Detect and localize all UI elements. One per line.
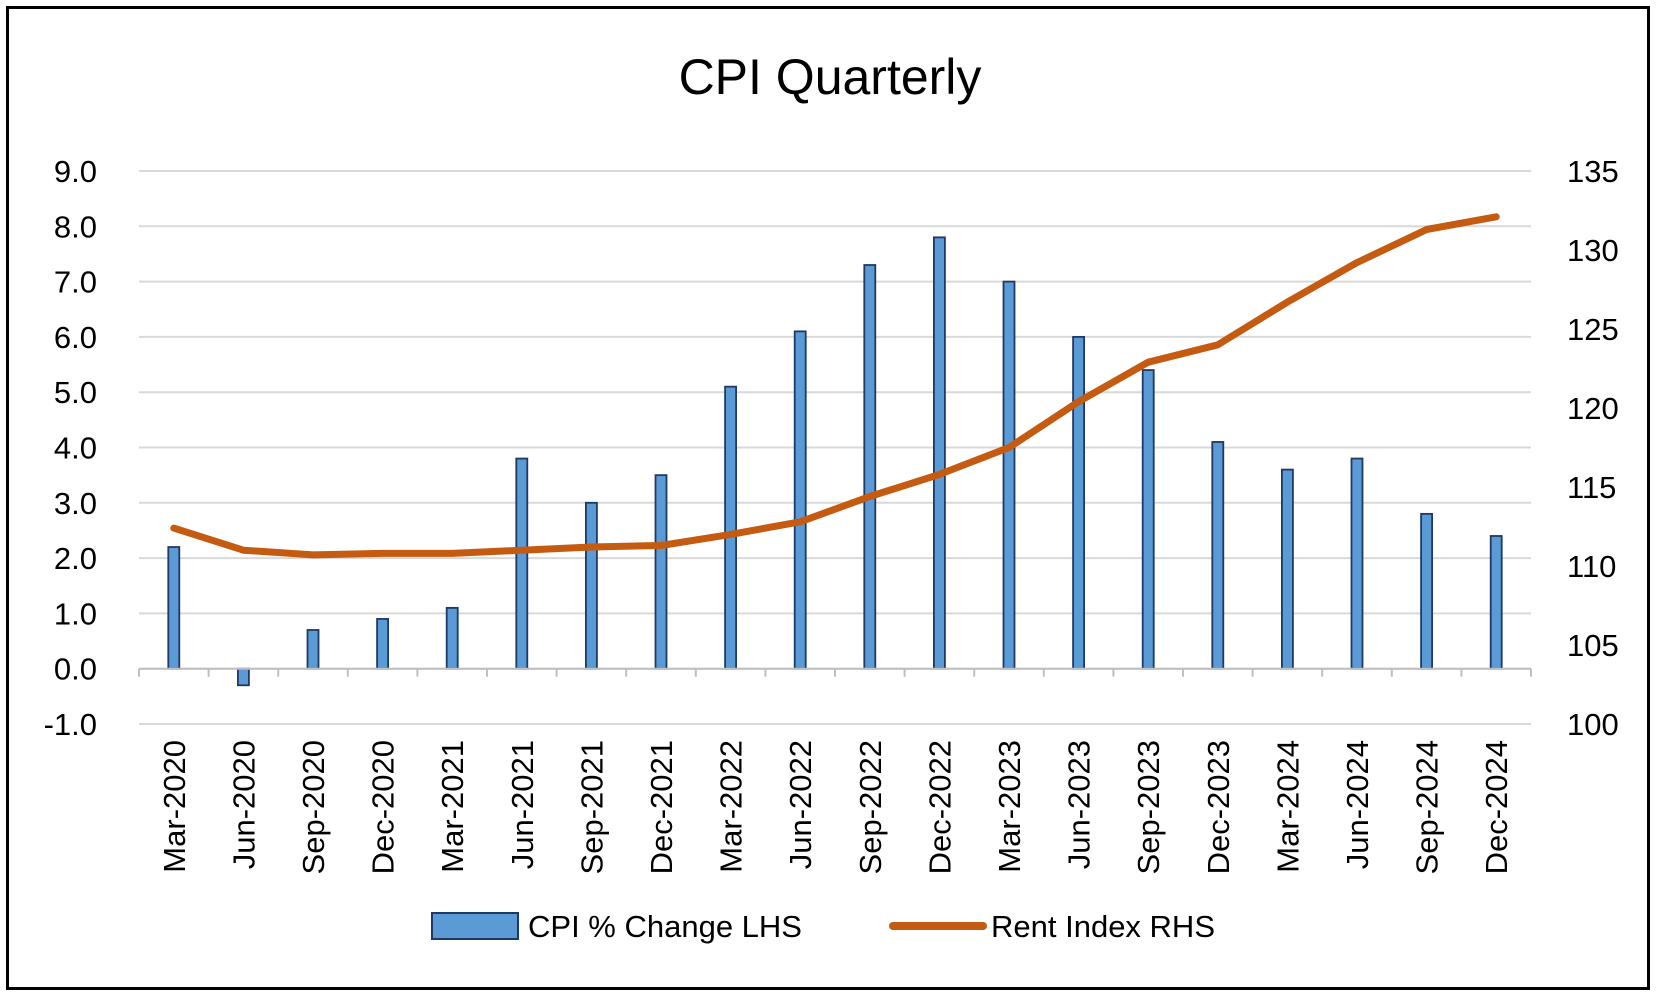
y-left-tick-label: 0.0 — [54, 652, 97, 687]
cpi-bar — [1072, 335, 1085, 670]
x-tick-label: Mar-2023 — [992, 740, 1027, 873]
y-right-tick-label: 135 — [1567, 154, 1619, 189]
cpi-bar — [1350, 457, 1364, 670]
cpi-bar — [1211, 441, 1225, 670]
legend-label-cpi: CPI % Change LHS — [528, 909, 802, 944]
gridlines — [139, 170, 1531, 725]
x-tick-label: Mar-2021 — [435, 740, 470, 873]
x-tick-label: Mar-2020 — [157, 740, 192, 873]
chart-title: CPI Quarterly — [679, 49, 982, 105]
y-left-tick-label: 1.0 — [54, 596, 97, 631]
y-axis-left: -1.0 0.0 1.0 2.0 3.0 4.0 5.0 6.0 7.0 8.0 9.0 — [44, 154, 97, 742]
x-tick-label: Sep-2024 — [1410, 740, 1445, 874]
y-right-tick-label: 100 — [1567, 707, 1619, 742]
x-tick-label: Jun-2024 — [1340, 740, 1375, 869]
y-left-tick-label: 8.0 — [54, 209, 97, 244]
cpi-bar — [1489, 535, 1503, 670]
x-tick-label: Mar-2024 — [1270, 740, 1305, 873]
y-axis-right: 100 105 110 115 120 125 130 135 — [1567, 154, 1619, 742]
y-left-tick-label: 5.0 — [54, 375, 97, 410]
y-right-tick-label: 125 — [1567, 312, 1619, 347]
x-tick-label: Dec-2024 — [1479, 740, 1514, 874]
cpi-bar — [793, 330, 807, 670]
cpi-bar — [933, 236, 946, 670]
cpi-bar — [167, 546, 181, 670]
y-right-tick-label: 120 — [1567, 391, 1619, 426]
cpi-bar — [1420, 512, 1433, 670]
y-left-tick-label: -1.0 — [44, 707, 97, 742]
y-left-tick-label: 3.0 — [54, 486, 97, 521]
rent-line — [170, 213, 1500, 559]
cpi-bar — [863, 264, 877, 670]
x-tick-label: Dec-2020 — [366, 740, 401, 874]
y-left-tick-label: 9.0 — [54, 154, 97, 189]
cpi-bar — [515, 457, 529, 670]
cpi-bar — [1002, 280, 1016, 670]
x-axis-labels: Mar-2020 Jun-2020 Sep-2020 Dec-2020 Mar-2021… — [157, 740, 1514, 874]
y-left-tick-label: 2.0 — [54, 541, 97, 576]
x-tick-label: Jun-2023 — [1062, 740, 1097, 869]
cpi-bars — [167, 236, 1503, 687]
cpi-bar — [445, 606, 459, 670]
cpi-bar — [236, 667, 250, 687]
x-tick-label: Sep-2023 — [1131, 740, 1166, 874]
legend-label-rent: Rent Index RHS — [991, 909, 1215, 944]
y-left-tick-label: 4.0 — [54, 431, 97, 466]
cpi-bar — [1141, 369, 1155, 670]
y-right-tick-label: 115 — [1567, 470, 1616, 505]
legend-swatch-cpi — [431, 912, 519, 940]
y-right-tick-label: 105 — [1567, 628, 1619, 663]
x-tick-label: Jun-2021 — [505, 740, 540, 869]
cpi-bar — [654, 474, 668, 670]
x-tick-label: Sep-2020 — [296, 740, 331, 874]
y-right-tick-label: 110 — [1567, 549, 1616, 584]
x-tick-label: Jun-2020 — [226, 740, 261, 869]
legend: CPI % Change LHS Rent Index RHS — [431, 909, 1215, 944]
cpi-bar — [306, 629, 320, 670]
cpi-bar — [724, 385, 737, 670]
x-tick-label: Dec-2023 — [1201, 740, 1236, 874]
x-axis — [138, 667, 1532, 677]
rent-index-line — [170, 213, 1500, 559]
y-right-tick-label: 130 — [1567, 233, 1619, 268]
y-left-tick-label: 7.0 — [54, 265, 97, 300]
x-tick-label: Sep-2022 — [853, 740, 888, 874]
x-tick-label: Jun-2022 — [783, 740, 818, 869]
y-left-tick-label: 6.0 — [54, 320, 97, 355]
x-tick-label: Sep-2021 — [574, 740, 609, 874]
cpi-bar — [585, 501, 598, 670]
x-tick-label: Dec-2021 — [644, 740, 679, 874]
x-tick-label: Mar-2022 — [714, 740, 749, 873]
cpi-bar — [376, 618, 390, 670]
x-tick-label: Dec-2022 — [922, 740, 957, 874]
cpi-bar — [1281, 468, 1294, 670]
